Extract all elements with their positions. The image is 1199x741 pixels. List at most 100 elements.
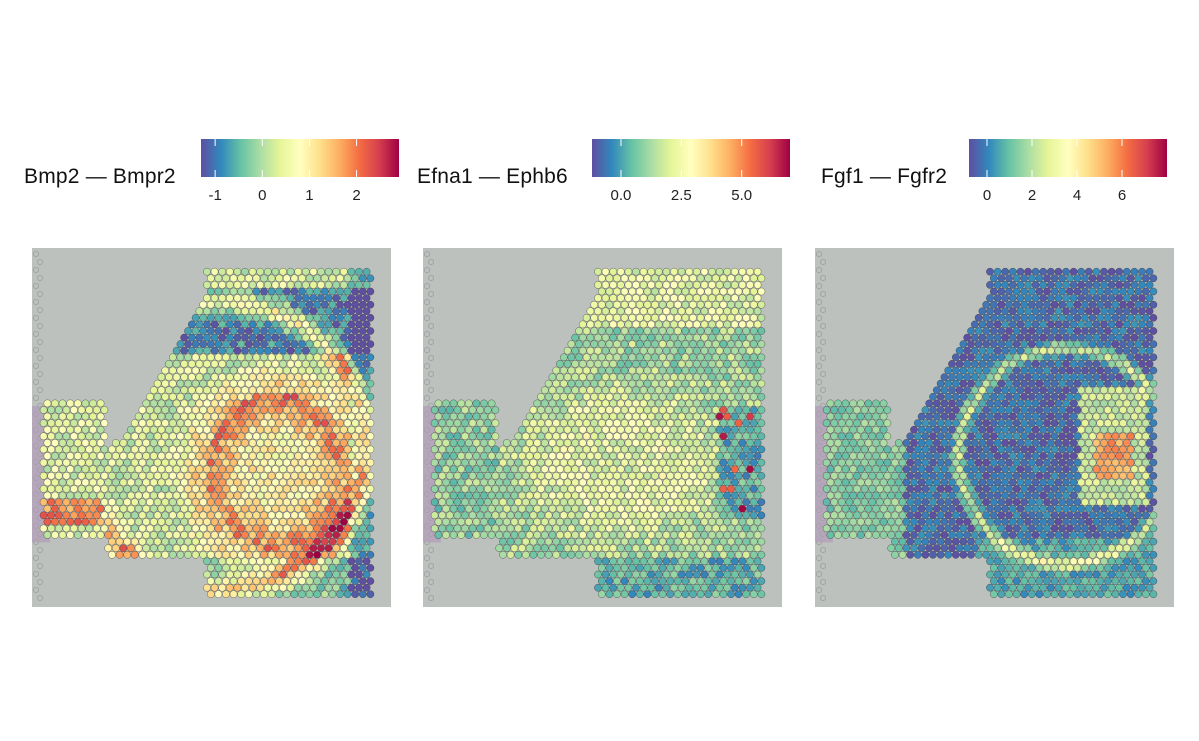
expression-spot [1028, 498, 1036, 506]
expression-spot [131, 472, 139, 480]
expression-spot [241, 281, 249, 289]
expression-spot [1119, 340, 1127, 348]
expression-spot [681, 458, 690, 467]
expression-spot [967, 419, 975, 427]
expression-spot [245, 287, 253, 296]
expression-spot [681, 511, 690, 520]
expression-spot [715, 425, 724, 434]
expression-spot [590, 393, 598, 401]
expression-spot [860, 498, 869, 506]
expression-spot [620, 445, 629, 454]
expression-spot [993, 544, 1002, 552]
expression-spot [191, 511, 200, 520]
expression-spot [567, 458, 576, 467]
expression-spot [317, 570, 325, 579]
expression-spot [138, 458, 147, 467]
expression-spot [1016, 478, 1025, 487]
expression-spot [670, 478, 678, 487]
expression-spot [696, 300, 705, 309]
expression-spot [484, 419, 492, 427]
expression-spot [1058, 445, 1066, 454]
expression-spot [264, 307, 272, 315]
expression-spot [834, 531, 842, 539]
expression-spot [940, 399, 949, 408]
expression-spot [582, 498, 591, 506]
expression-spot [857, 465, 865, 473]
expression-spot [1111, 485, 1120, 493]
expression-spot [442, 491, 450, 500]
expression-spot [336, 419, 344, 427]
expression-spot [544, 524, 553, 533]
expression-spot [1081, 340, 1089, 348]
expression-spot [58, 518, 67, 526]
expression-spot [1123, 346, 1131, 355]
expression-spot [430, 524, 439, 533]
expression-spot [184, 366, 192, 375]
expression-spot [1100, 518, 1108, 526]
expression-spot [138, 551, 147, 559]
expression-spot [1092, 267, 1101, 276]
expression-spot [1012, 511, 1021, 520]
expression-spot [529, 458, 538, 467]
expression-spot [283, 353, 291, 362]
expression-spot [594, 491, 602, 500]
expression-spot [1009, 504, 1017, 513]
expression-spot [366, 432, 375, 441]
expression-spot [1134, 537, 1142, 546]
expression-spot [157, 412, 166, 421]
expression-spot [210, 465, 219, 473]
expression-spot [841, 399, 850, 408]
expression-spot [677, 583, 686, 592]
expression-spot [47, 511, 55, 520]
expression-spot [313, 314, 321, 322]
expression-spot [283, 274, 291, 283]
expression-spot [830, 472, 838, 480]
expression-spot [1092, 504, 1101, 513]
expression-spot [332, 307, 340, 315]
expression-spot [491, 472, 500, 480]
expression-spot [93, 432, 101, 441]
expression-spot [674, 458, 682, 467]
expression-spot [1009, 360, 1017, 368]
expression-spot [275, 366, 283, 375]
expression-spot [58, 478, 67, 487]
expression-spot [1009, 425, 1017, 434]
expression-spot [1123, 333, 1131, 342]
expression-spot [336, 472, 344, 480]
expression-spot [487, 504, 496, 513]
expression-spot [548, 439, 557, 447]
expression-spot [895, 439, 903, 447]
expression-spot [51, 412, 59, 421]
expression-spot [298, 577, 306, 585]
expression-spot [1138, 267, 1146, 276]
expression-spot [248, 439, 257, 447]
expression-spot [229, 287, 238, 296]
expression-spot [438, 472, 446, 480]
expression-spot [328, 472, 337, 480]
expression-spot [1126, 498, 1135, 506]
expression-spot [191, 432, 200, 441]
expression-spot [104, 504, 112, 513]
expression-spot [39, 485, 48, 493]
expression-spot [617, 320, 625, 329]
expression-spot [826, 504, 835, 513]
expression-spot [857, 425, 865, 434]
expression-spot [731, 478, 739, 487]
expression-spot [309, 307, 318, 315]
expression-spot [1107, 399, 1116, 408]
expression-spot [575, 445, 583, 454]
expression-spot [1115, 360, 1123, 368]
expression-spot [226, 452, 234, 460]
expression-spot [472, 491, 481, 500]
expression-spot [226, 346, 234, 355]
expression-spot [902, 491, 911, 500]
expression-spot [891, 472, 899, 480]
expression-spot [362, 333, 371, 342]
expression-spot [974, 353, 983, 362]
expression-spot [89, 504, 97, 513]
expression-spot [738, 583, 747, 592]
expression-spot [351, 577, 359, 585]
expression-spot [347, 583, 356, 592]
expression-spot [343, 287, 352, 296]
expression-spot [933, 518, 941, 526]
